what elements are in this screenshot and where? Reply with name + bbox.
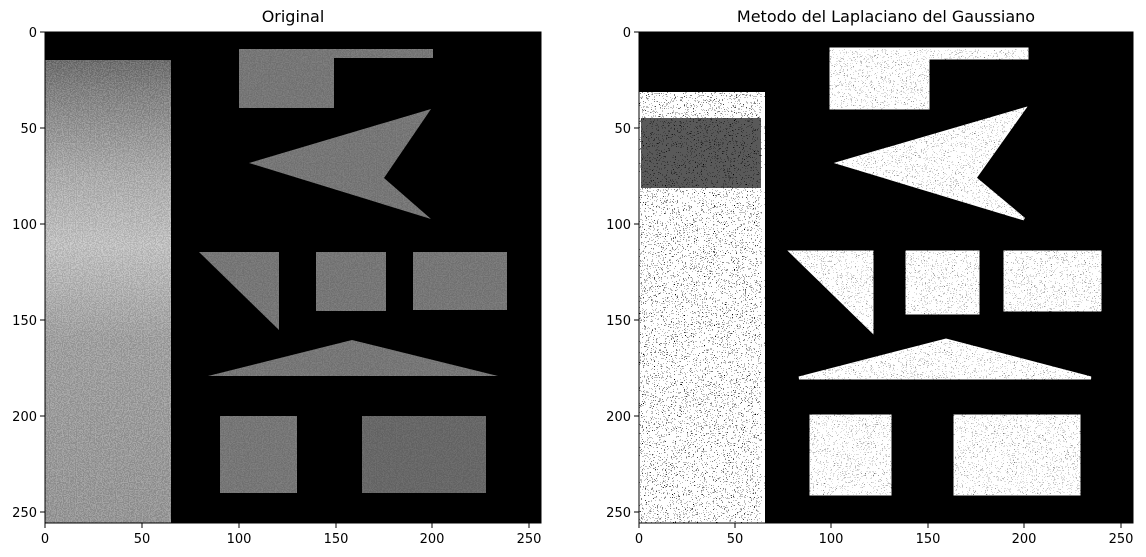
left-frame — [44, 31, 542, 524]
left-panel: Original 0 50 100 150 — [12, 7, 542, 547]
svg-text:50: 50 — [20, 122, 37, 137]
left-image — [45, 32, 541, 523]
y-tick: 250 — [606, 506, 639, 521]
svg-text:0: 0 — [41, 532, 49, 547]
y-tick: 0 — [29, 26, 45, 41]
x-tick: 250 — [517, 523, 542, 547]
x-tick: 250 — [1109, 523, 1134, 547]
svg-text:200: 200 — [420, 532, 445, 547]
x-tick: 50 — [727, 523, 744, 547]
left-shapes — [199, 49, 509, 494]
svg-text:100: 100 — [227, 532, 252, 547]
x-tick: 200 — [420, 523, 445, 547]
y-tick: 250 — [12, 506, 45, 521]
y-tick: 100 — [12, 218, 45, 233]
svg-text:200: 200 — [606, 410, 631, 425]
right-frame — [638, 31, 1134, 524]
y-tick: 200 — [606, 410, 639, 425]
svg-text:100: 100 — [12, 218, 37, 233]
svg-text:250: 250 — [1109, 532, 1134, 547]
svg-text:0: 0 — [635, 532, 643, 547]
svg-text:150: 150 — [916, 532, 941, 547]
y-tick: 50 — [614, 122, 639, 137]
right-title: Metodo del Laplaciano del Gaussiano — [737, 7, 1035, 26]
right-shape-noise — [791, 49, 1103, 495]
left-shape-noise — [199, 49, 509, 494]
svg-text:150: 150 — [12, 314, 37, 329]
y-tick: 50 — [20, 122, 45, 137]
x-tick: 200 — [1012, 523, 1037, 547]
svg-text:100: 100 — [819, 532, 844, 547]
svg-text:0: 0 — [623, 26, 631, 41]
x-tick: 0 — [41, 523, 49, 547]
svg-text:200: 200 — [12, 410, 37, 425]
y-tick: 150 — [12, 314, 45, 329]
y-tick: 0 — [623, 26, 639, 41]
right-panel: Metodo del Laplaciano del Gaussiano — [606, 7, 1134, 547]
svg-text:250: 250 — [606, 506, 631, 521]
svg-text:0: 0 — [29, 26, 37, 41]
right-strip-dark-band — [641, 118, 761, 188]
left-strip-noise — [45, 60, 171, 523]
left-y-axis: 0 50 100 150 200 250 — [12, 26, 45, 521]
x-tick: 100 — [819, 523, 844, 547]
y-tick: 150 — [606, 314, 639, 329]
svg-text:200: 200 — [1012, 532, 1037, 547]
x-tick: 100 — [227, 523, 252, 547]
right-x-axis: 0 50 100 150 200 250 — [635, 523, 1134, 547]
svg-text:50: 50 — [727, 532, 744, 547]
svg-text:250: 250 — [517, 532, 542, 547]
svg-text:150: 150 — [324, 532, 349, 547]
x-tick: 150 — [324, 523, 349, 547]
left-title: Original — [262, 7, 325, 26]
y-tick: 100 — [606, 218, 639, 233]
svg-text:50: 50 — [614, 122, 631, 137]
x-tick: 50 — [134, 523, 151, 547]
right-y-axis: 0 50 100 150 200 250 — [606, 26, 639, 521]
x-tick: 150 — [916, 523, 941, 547]
svg-text:250: 250 — [12, 506, 37, 521]
y-tick: 200 — [12, 410, 45, 425]
x-tick: 0 — [635, 523, 643, 547]
svg-text:100: 100 — [606, 218, 631, 233]
right-image — [639, 32, 1133, 523]
svg-text:150: 150 — [606, 314, 631, 329]
left-x-axis: 0 50 100 150 200 250 — [41, 523, 542, 547]
svg-text:50: 50 — [134, 532, 151, 547]
